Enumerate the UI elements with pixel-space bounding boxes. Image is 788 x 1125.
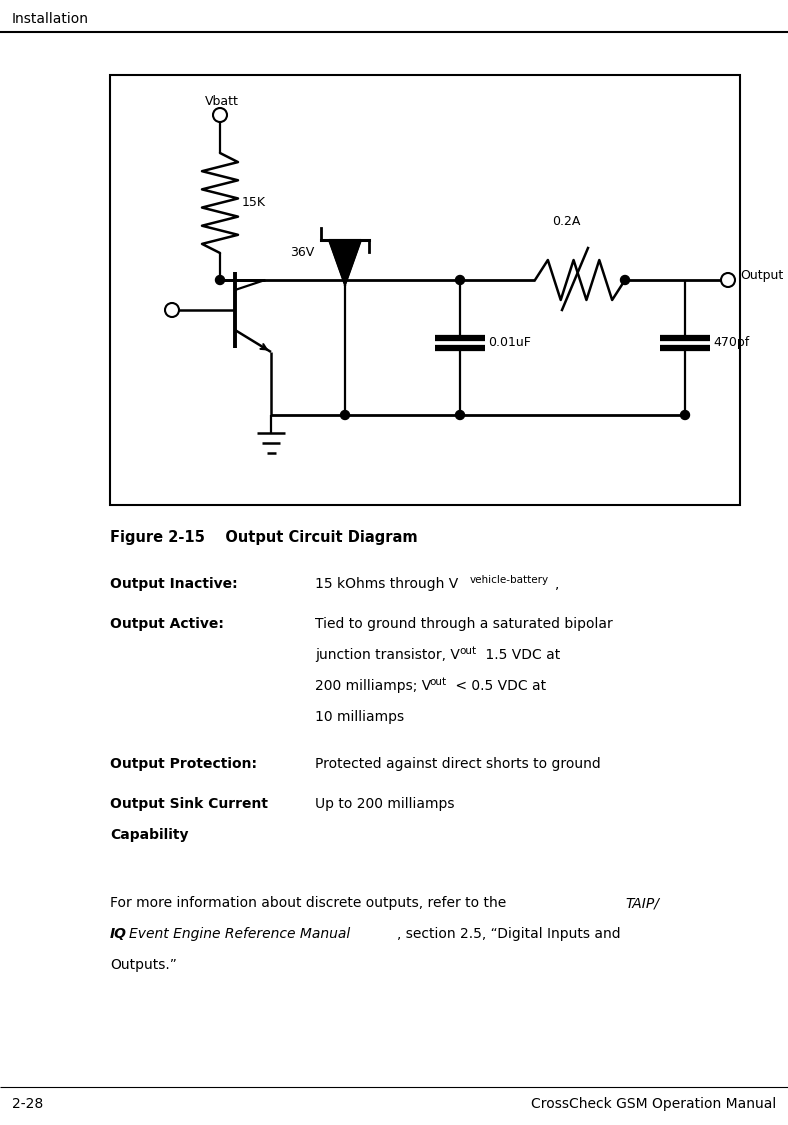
- Text: IQ: IQ: [110, 927, 127, 942]
- Text: Output Sink Current: Output Sink Current: [110, 798, 268, 811]
- Text: 1.5 VDC at: 1.5 VDC at: [481, 648, 560, 663]
- Circle shape: [213, 108, 227, 122]
- Circle shape: [215, 276, 225, 285]
- Text: Tied to ground through a saturated bipolar: Tied to ground through a saturated bipol…: [315, 618, 613, 631]
- Text: 0.01uF: 0.01uF: [488, 336, 531, 349]
- Text: Installation: Installation: [12, 12, 89, 26]
- Text: Output Protection:: Output Protection:: [110, 757, 257, 771]
- Text: < 0.5 VDC at: < 0.5 VDC at: [451, 680, 546, 693]
- Text: 10 milliamps: 10 milliamps: [315, 710, 404, 724]
- Text: CrossCheck GSM Operation Manual: CrossCheck GSM Operation Manual: [531, 1097, 776, 1112]
- Text: Vbatt: Vbatt: [205, 94, 239, 108]
- Text: For more information about discrete outputs, refer to the: For more information about discrete outp…: [110, 897, 511, 910]
- Bar: [110, 75, 740, 505]
- Text: Output Inactive:: Output Inactive:: [110, 577, 238, 591]
- Text: Output: Output: [740, 269, 783, 281]
- Circle shape: [455, 276, 464, 285]
- Text: Protected against direct shorts to ground: Protected against direct shorts to groun…: [315, 757, 600, 771]
- Text: 36V: 36V: [290, 246, 314, 259]
- Circle shape: [620, 276, 630, 285]
- Circle shape: [165, 303, 179, 317]
- Text: 2-28: 2-28: [12, 1097, 43, 1112]
- Circle shape: [455, 411, 464, 420]
- Circle shape: [681, 411, 690, 420]
- Text: Output Active:: Output Active:: [110, 618, 224, 631]
- Text: TAIP/: TAIP/: [625, 897, 659, 910]
- Text: 200 milliamps; V: 200 milliamps; V: [315, 680, 431, 693]
- Text: out: out: [459, 646, 476, 656]
- Text: vehicle-battery: vehicle-battery: [470, 575, 549, 585]
- Text: junction transistor, V: junction transistor, V: [315, 648, 460, 663]
- Text: 470pf: 470pf: [713, 336, 749, 349]
- Circle shape: [721, 273, 735, 287]
- Text: out: out: [429, 677, 446, 687]
- Polygon shape: [329, 240, 361, 285]
- Text: 15 kOhms through V: 15 kOhms through V: [315, 577, 459, 591]
- Circle shape: [340, 411, 350, 420]
- Text: ,: ,: [555, 577, 559, 591]
- Text: Up to 200 milliamps: Up to 200 milliamps: [315, 798, 455, 811]
- Text: 0.2A: 0.2A: [552, 215, 581, 228]
- Text: Capability: Capability: [110, 828, 188, 843]
- Text: Event Engine Reference Manual: Event Engine Reference Manual: [129, 927, 350, 942]
- Text: , section 2.5, “Digital Inputs and: , section 2.5, “Digital Inputs and: [397, 927, 621, 942]
- Text: Outputs.”: Outputs.”: [110, 958, 177, 972]
- Text: Figure 2-15    Output Circuit Diagram: Figure 2-15 Output Circuit Diagram: [110, 530, 418, 544]
- Text: 15K: 15K: [242, 197, 266, 209]
